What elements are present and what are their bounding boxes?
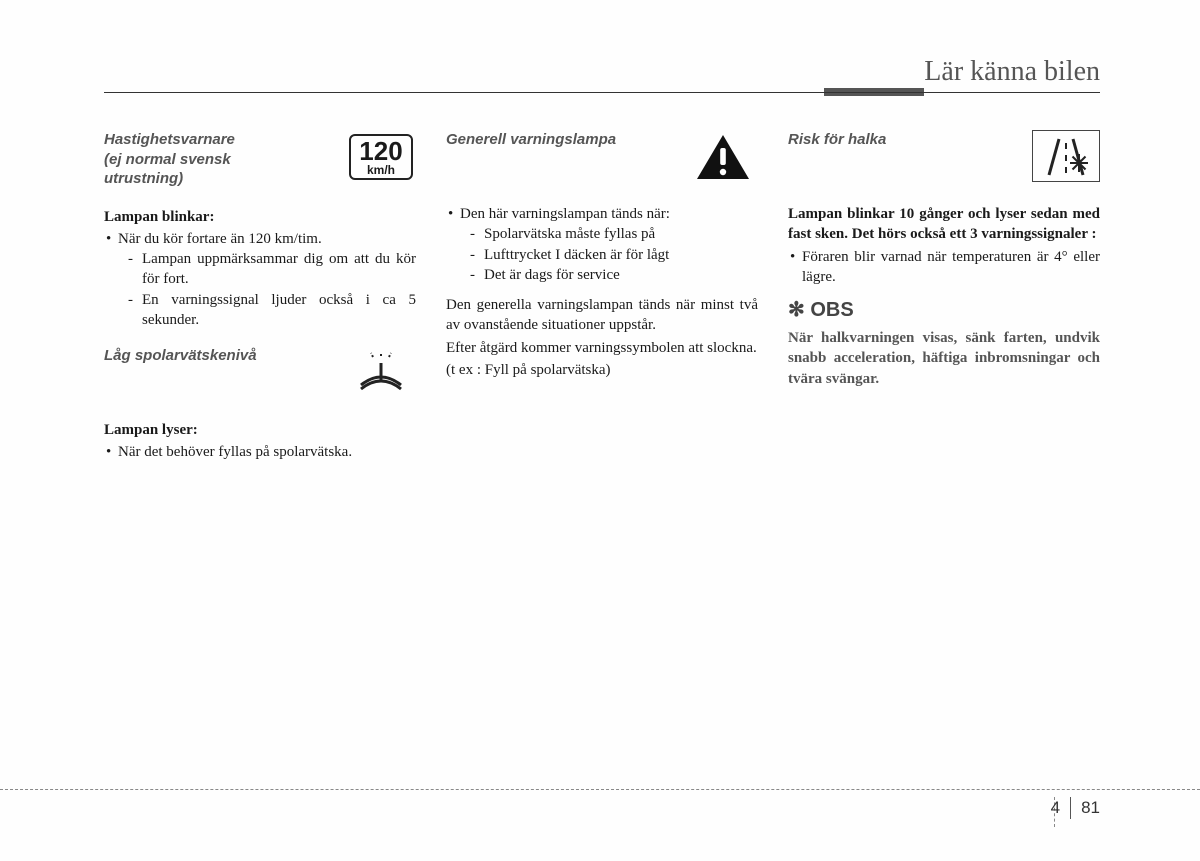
- column-3: Risk för halka: [788, 130, 1100, 791]
- header-rule: [104, 92, 1100, 93]
- bold-paragraph: Lampan blinkar 10 gånger och lyser sedan…: [788, 204, 1100, 245]
- bullet-item: Den här varningslampan tänds när: Spolar…: [446, 204, 758, 285]
- section-title: Risk för halka: [788, 130, 886, 150]
- page-number-value: 81: [1081, 798, 1100, 818]
- subheading: Lampan blinkar:: [104, 207, 416, 227]
- section-title: Generell varningslampa: [446, 130, 616, 150]
- paragraph: Den generella varningslampan tänds när m…: [446, 295, 758, 336]
- speed-number: 120: [359, 138, 402, 164]
- obs-body: När halkvarningen visas, sänk farten, un…: [788, 328, 1100, 389]
- manual-page: Lär känna bilen Hastighetsvarnare (ej no…: [0, 0, 1200, 861]
- ice-road-icon: [1032, 130, 1100, 182]
- footer-dashed-rule: [0, 789, 1200, 790]
- speed-limit-icon: 120 km/h: [346, 130, 416, 184]
- sub-item: Lampan uppmärksammar dig om att du kör f…: [118, 249, 416, 290]
- bullet-item: När du kör fortare än 120 km/tim. Lampan…: [104, 229, 416, 330]
- content-columns: Hastighetsvarnare (ej normal svensk utru…: [104, 130, 1100, 791]
- paragraph: Efter åtgärd kommer varningssymbolen att…: [446, 338, 758, 358]
- column-2: Generell varningslampa Den här varningsl…: [446, 130, 758, 791]
- warning-triangle-icon: [688, 130, 758, 184]
- section-title: Hastighetsvarnare (ej normal svensk utru…: [104, 130, 235, 189]
- chapter-number: 4: [1051, 798, 1060, 818]
- section-speed-warning: Hastighetsvarnare (ej normal svensk utru…: [104, 130, 416, 189]
- sub-item: Det är dags för service: [460, 265, 758, 285]
- sub-item: Spolarvätska måste fyllas på: [460, 224, 758, 244]
- section-title: Låg spolarvätskenivå: [104, 346, 257, 366]
- chapter-title: Lär känna bilen: [924, 56, 1100, 88]
- column-1: Hastighetsvarnare (ej normal svensk utru…: [104, 130, 416, 791]
- bullet-item: När det behöver fyllas på spolarvätska.: [104, 442, 416, 462]
- sub-item: Lufttrycket I däcken är för lågt: [460, 245, 758, 265]
- obs-heading: ✻ OBS: [788, 297, 1100, 324]
- bullet-item: Föraren blir varnad när temperaturen är …: [788, 247, 1100, 288]
- page-number: 4 81: [1051, 797, 1100, 819]
- page-footer: 4 81: [0, 789, 1200, 829]
- subheading: Lampan lyser:: [104, 420, 416, 440]
- sub-item: En varningssignal ljuder också i ca 5 se…: [118, 290, 416, 331]
- section-general-warning: Generell varningslampa: [446, 130, 758, 186]
- paragraph: (t ex : Fyll på spolarvätska): [446, 360, 758, 380]
- section-washer-fluid: Låg spolarvätskenivå: [104, 346, 416, 402]
- section-ice-risk: Risk för halka: [788, 130, 1100, 186]
- page-header: Lär känna bilen: [104, 58, 1100, 98]
- footer-divider: [1070, 797, 1071, 819]
- washer-fluid-icon: [346, 346, 416, 400]
